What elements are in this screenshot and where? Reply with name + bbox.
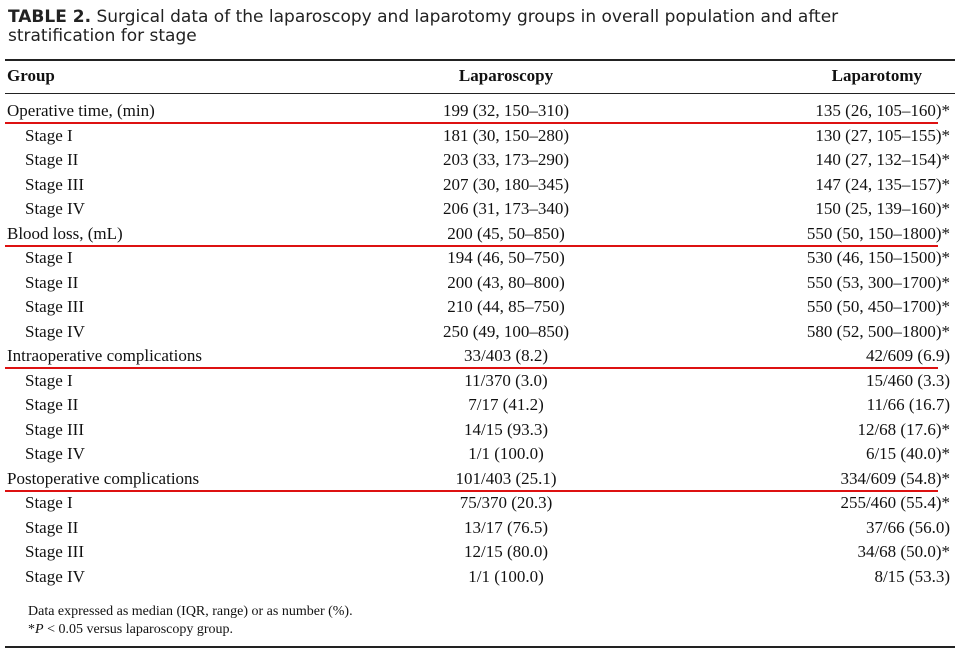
footnote-text: < 0.05 versus laparoscopy group. — [43, 622, 234, 637]
footnote-star: * — [28, 622, 35, 637]
table-row-stage: Stage II 7/17 (41.2) 11/66 (16.7) — [0, 393, 960, 417]
cell-laparoscopy: 33/403 (8.2) — [463, 346, 549, 365]
row-label: Stage III — [25, 297, 85, 316]
top-rule — [5, 59, 955, 61]
cell-laparoscopy: 250 (49, 100–850) — [442, 321, 570, 341]
table-row-stage: Stage III 12/15 (80.0) 34/68 (50.0)* — [0, 540, 960, 564]
row-label: Stage I — [25, 248, 73, 267]
cell-laparoscopy: 1/1 (100.0) — [468, 444, 544, 463]
cell-laparoscopy: 11/370 (3.0) — [464, 370, 548, 390]
cell-laparoscopy: 1/1 (100.0) — [468, 566, 544, 586]
highlight-underline — [5, 244, 938, 247]
cell-laparotomy: 580 (52, 500–1800)* — [806, 321, 950, 341]
table-row-stage: Stage I 181 (30, 150–280) 130 (27, 105–155… — [0, 124, 960, 148]
cell-laparotomy: 135 (26, 105–160)* — [815, 101, 950, 120]
table-row-category: Blood loss, (mL) 200 (45, 50–850) 550 (50,… — [0, 222, 960, 246]
row-label: Operative time, (min) — [7, 101, 155, 120]
cell-laparoscopy: 199 (32, 150–310) — [442, 101, 570, 120]
header-laparotomy: Laparotomy — [831, 66, 922, 85]
cell-laparoscopy: 7/17 (41.2) — [468, 395, 544, 414]
cell-laparotomy: 255/460 (55.4)* — [840, 493, 950, 512]
table-caption: TABLE 2. Surgical data of the laparoscop… — [8, 8, 948, 46]
table-row-stage: Stage III 210 (44, 85–750) 550 (50, 450–17… — [0, 295, 960, 319]
table-row-stage: Stage I 194 (46, 50–750) 530 (46, 150–1500… — [0, 246, 960, 270]
table-row-stage: Stage II 203 (33, 173–290) 140 (27, 132–15… — [0, 148, 960, 172]
row-label: Stage IV — [25, 444, 85, 463]
table-row-stage: Stage IV 250 (49, 100–850) 580 (52, 500–18… — [0, 320, 960, 344]
table-row-stage: Stage III 14/15 (93.3) 12/68 (17.6)* — [0, 418, 960, 442]
cell-laparoscopy: 203 (33, 173–290) — [442, 150, 570, 169]
cell-laparoscopy: 206 (31, 173–340) — [442, 199, 570, 218]
cell-laparotomy: 6/15 (40.0)* — [865, 444, 950, 463]
row-label: Stage III — [25, 419, 85, 439]
cell-laparotomy: 550 (50, 150–1800)* — [806, 223, 950, 243]
cell-laparoscopy: 13/17 (76.5) — [463, 517, 549, 537]
table-row-stage: Stage IV 1/1 (100.0) 6/15 (40.0)* — [0, 442, 960, 466]
cell-laparotomy: 8/15 (53.3) — [874, 566, 950, 586]
table-row-stage: Stage IV 206 (31, 173–340) 150 (25, 139–16… — [0, 197, 960, 221]
cell-laparoscopy: 200 (45, 50–850) — [447, 223, 565, 243]
row-label: Stage II — [25, 272, 79, 292]
cell-laparotomy: 530 (46, 150–1500)* — [806, 248, 950, 267]
cell-laparoscopy: 181 (30, 150–280) — [442, 125, 570, 145]
row-label: Stage I — [25, 370, 73, 390]
table-row-stage: Stage IV 1/1 (100.0) 8/15 (53.3) — [0, 565, 960, 589]
cell-laparotomy: 140 (27, 132–154)* — [815, 150, 950, 169]
footnote-p: P — [35, 622, 44, 637]
row-label: Stage IV — [25, 566, 85, 586]
cell-laparoscopy: 12/15 (80.0) — [463, 542, 549, 561]
table-row-category: Intraoperative complications 33/403 (8.2)… — [0, 344, 960, 368]
row-label: Stage IV — [25, 199, 85, 218]
cell-laparoscopy: 194 (46, 50–750) — [447, 248, 565, 267]
row-label: Stage IV — [25, 321, 85, 341]
header-group: Group — [7, 66, 55, 85]
header-rule — [5, 93, 955, 94]
row-label: Postoperative complications — [7, 468, 200, 488]
table-row-stage: Stage II 13/17 (76.5) 37/66 (56.0) — [0, 516, 960, 540]
row-label: Stage II — [25, 150, 79, 169]
table-row-category: Operative time, (min) 199 (32, 150–310) 13… — [0, 99, 960, 123]
table-title: Surgical data of the laparoscopy and lap… — [8, 7, 839, 46]
cell-laparotomy: 42/609 (6.9) — [865, 346, 950, 365]
table-label: TABLE 2. — [8, 7, 92, 27]
row-label: Stage III — [25, 174, 85, 194]
row-label: Stage II — [25, 517, 79, 537]
table-row-stage: Stage I 11/370 (3.0) 15/460 (3.3) — [0, 369, 960, 393]
cell-laparotomy: 550 (50, 450–1700)* — [806, 297, 950, 316]
highlight-underline — [5, 122, 938, 124]
row-label: Stage I — [25, 125, 73, 145]
cell-laparotomy: 37/66 (56.0) — [865, 517, 950, 537]
cell-laparotomy: 12/68 (17.6)* — [857, 419, 950, 439]
table-row-stage: Stage III 207 (30, 180–345) 147 (24, 135–1… — [0, 173, 960, 197]
cell-laparoscopy: 14/15 (93.3) — [463, 419, 549, 439]
cell-laparotomy: 34/68 (50.0)* — [857, 542, 950, 561]
row-label: Stage II — [25, 395, 79, 414]
row-label: Stage III — [25, 542, 85, 561]
cell-laparotomy: 147 (24, 135–157)* — [815, 174, 950, 194]
highlight-underline — [5, 489, 938, 492]
cell-laparotomy: 15/460 (3.3) — [865, 370, 950, 390]
cell-laparotomy: 550 (53, 300–1700)* — [806, 272, 950, 292]
cell-laparotomy: 150 (25, 139–160)* — [815, 199, 950, 218]
cell-laparotomy: 130 (27, 105–155)* — [815, 125, 950, 145]
row-label: Stage I — [25, 493, 73, 512]
bottom-rule — [5, 646, 955, 648]
table-row-stage: Stage II 200 (43, 80–800) 550 (53, 300–170… — [0, 271, 960, 295]
footnote-significance: *P < 0.05 versus laparoscopy group. — [28, 621, 233, 638]
cell-laparoscopy: 75/370 (20.3) — [459, 493, 553, 512]
cell-laparotomy: 11/66 (16.7) — [866, 395, 950, 414]
cell-laparotomy: 334/609 (54.8)* — [840, 468, 950, 488]
header-laparoscopy: Laparoscopy — [458, 66, 554, 85]
row-label: Intraoperative complications — [7, 346, 202, 365]
cell-laparoscopy: 200 (43, 80–800) — [447, 272, 565, 292]
cell-laparoscopy: 207 (30, 180–345) — [442, 174, 570, 194]
row-label: Blood loss, (mL) — [7, 223, 123, 243]
cell-laparoscopy: 210 (44, 85–750) — [447, 297, 565, 316]
cell-laparoscopy: 101/403 (25.1) — [455, 468, 557, 488]
highlight-underline — [5, 367, 938, 369]
table-row-stage: Stage I 75/370 (20.3) 255/460 (55.4)* — [0, 491, 960, 515]
table-row-category: Postoperative complications 101/403 (25.1… — [0, 467, 960, 491]
footnote-data: Data expressed as median (IQR, range) or… — [28, 604, 353, 619]
